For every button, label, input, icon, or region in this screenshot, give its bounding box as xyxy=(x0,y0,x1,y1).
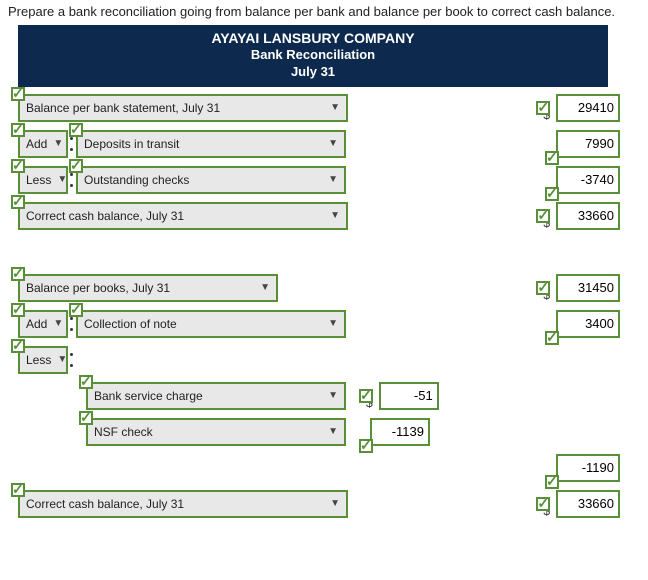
value-input[interactable]: 33660 xyxy=(556,202,620,230)
check-icon xyxy=(536,497,550,511)
label-text: Outstanding checks xyxy=(84,173,189,187)
label-text: NSF check xyxy=(94,425,153,439)
value-input[interactable]: 7990 xyxy=(556,130,620,158)
row-bank-balance: Balance per bank statement, July 31▼ $ 2… xyxy=(8,93,640,123)
value-input[interactable]: 29410 xyxy=(556,94,620,122)
check-icon xyxy=(536,209,550,223)
chevron-down-icon: ▼ xyxy=(328,426,338,437)
row-bank-service-charge: Bank service charge▼ $ -51 xyxy=(8,381,640,411)
value-input[interactable]: -1190 xyxy=(556,454,620,482)
label-text: Deposits in transit xyxy=(84,137,179,151)
check-icon xyxy=(11,339,25,353)
op-dropdown[interactable]: Add ▼ xyxy=(18,130,68,158)
label-dropdown[interactable]: Deposits in transit ▼ xyxy=(76,130,346,158)
op-dropdown[interactable]: Less ▼ xyxy=(18,166,68,194)
chevron-down-icon: ▼ xyxy=(328,174,338,185)
check-icon xyxy=(11,303,25,317)
check-icon xyxy=(69,159,83,173)
label-text: Correct cash balance, July 31 xyxy=(26,497,184,511)
check-icon xyxy=(536,281,550,295)
chevron-down-icon: ▼ xyxy=(57,174,67,185)
label-dropdown[interactable]: Correct cash balance, July 31 ▼ xyxy=(18,490,348,518)
value-text: 29410 xyxy=(578,100,614,115)
value-input[interactable]: 33660 xyxy=(556,490,620,518)
check-icon xyxy=(11,483,25,497)
chevron-down-icon: ▼ xyxy=(330,210,340,221)
value-text: -3740 xyxy=(581,172,614,187)
label-dropdown[interactable]: Bank service charge ▼ xyxy=(86,382,346,410)
op-text: Add xyxy=(26,137,47,151)
op-text: Less xyxy=(26,353,51,367)
check-icon xyxy=(536,101,550,115)
value-input[interactable]: -1139 xyxy=(370,418,430,446)
check-icon xyxy=(545,187,559,201)
value-text: 7990 xyxy=(585,136,614,151)
check-icon xyxy=(11,267,25,281)
check-icon xyxy=(69,123,83,137)
chevron-down-icon: ▼ xyxy=(53,318,63,329)
chevron-down-icon: ▼ xyxy=(260,282,270,293)
label-text: Bank service charge xyxy=(94,389,203,403)
value-text: -51 xyxy=(414,388,433,403)
check-icon xyxy=(11,159,25,173)
value-input[interactable]: -51 xyxy=(379,382,439,410)
label-text: Balance per bank statement, July 31 xyxy=(26,101,220,115)
check-icon xyxy=(359,389,373,403)
value-text: -1190 xyxy=(582,460,614,475)
header-title: Bank Reconciliation xyxy=(18,47,608,64)
value-input[interactable]: 3400 xyxy=(556,310,620,338)
row-add-deposits: Add ▼ Deposits in transit ▼ 7990 xyxy=(8,129,640,159)
label-text: Balance per books, July 31 xyxy=(26,281,170,295)
check-icon xyxy=(69,303,83,317)
value-text: 33660 xyxy=(578,496,614,511)
op-text: Add xyxy=(26,317,47,331)
label-dropdown[interactable]: Outstanding checks ▼ xyxy=(76,166,346,194)
op-dropdown[interactable]: Add ▼ xyxy=(18,310,68,338)
check-icon xyxy=(545,151,559,165)
row-subtotal-less: -1190 xyxy=(8,453,640,483)
row-correct-book: Correct cash balance, July 31▼ $ 33660 xyxy=(8,489,640,519)
chevron-down-icon: ▼ xyxy=(328,318,338,329)
check-icon xyxy=(11,195,25,209)
value-text: 33660 xyxy=(578,208,614,223)
header-company: AYAYAI LANSBURY COMPANY xyxy=(18,29,608,47)
label-dropdown[interactable]: Balance per bank statement, July 31 ▼ xyxy=(18,94,348,122)
label-text: Correct cash balance, July 31 xyxy=(26,209,184,223)
label-dropdown[interactable]: Balance per books, July 31 ▼ xyxy=(18,274,278,302)
value-input[interactable]: -3740 xyxy=(556,166,620,194)
value-text: 31450 xyxy=(578,280,614,295)
row-less-only: Less ▼ xyxy=(8,345,640,375)
check-icon xyxy=(79,375,93,389)
check-icon xyxy=(11,123,25,137)
row-less-checks: Less ▼ Outstanding checks ▼ -3740 xyxy=(8,165,640,195)
row-book-balance: Balance per books, July 31▼ $ 31450 xyxy=(8,273,640,303)
header-block: AYAYAI LANSBURY COMPANY Bank Reconciliat… xyxy=(18,25,608,87)
header-date: July 31 xyxy=(18,64,608,81)
row-correct-bank: Correct cash balance, July 31▼ $ 33660 xyxy=(8,201,640,231)
value-text: 3400 xyxy=(585,316,614,331)
chevron-down-icon: ▼ xyxy=(328,138,338,149)
check-icon xyxy=(79,411,93,425)
instruction-text: Prepare a bank reconciliation going from… xyxy=(8,4,640,19)
value-text: -1139 xyxy=(392,424,424,439)
row-nsf-check: NSF check ▼ -1139 xyxy=(8,417,640,447)
chevron-down-icon: ▼ xyxy=(57,354,67,365)
check-icon xyxy=(359,439,373,453)
op-text: Less xyxy=(26,173,51,187)
separator-dots xyxy=(70,345,74,375)
chevron-down-icon: ▼ xyxy=(53,138,63,149)
label-dropdown[interactable]: Collection of note ▼ xyxy=(76,310,346,338)
chevron-down-icon: ▼ xyxy=(328,390,338,401)
chevron-down-icon: ▼ xyxy=(330,102,340,113)
chevron-down-icon: ▼ xyxy=(330,498,340,509)
label-dropdown[interactable]: NSF check ▼ xyxy=(86,418,346,446)
label-text: Collection of note xyxy=(84,317,177,331)
op-dropdown[interactable]: Less ▼ xyxy=(18,346,68,374)
check-icon xyxy=(545,475,559,489)
check-icon xyxy=(545,331,559,345)
row-add-collection: Add ▼ Collection of note ▼ 3400 xyxy=(8,309,640,339)
label-dropdown[interactable]: Correct cash balance, July 31 ▼ xyxy=(18,202,348,230)
check-icon xyxy=(11,87,25,101)
value-input[interactable]: 31450 xyxy=(556,274,620,302)
